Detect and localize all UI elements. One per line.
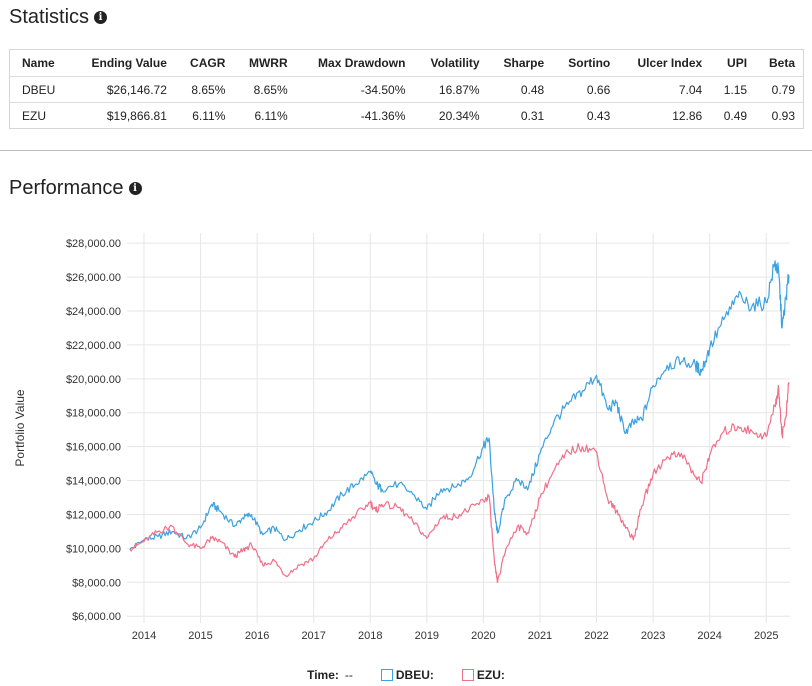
y-tick-label: $26,000.00 — [66, 272, 121, 284]
cell-sortino: 0.43 — [586, 108, 611, 123]
x-tick-label: 2017 — [301, 630, 325, 642]
y-tick-label: $18,000.00 — [66, 408, 121, 420]
legend-item-dbeu[interactable]: DBEU: — [380, 668, 434, 682]
column-header-sortino[interactable]: Sortino — [552, 50, 619, 77]
cell-name: EZU — [22, 108, 46, 123]
cell-upi: 0.49 — [723, 108, 748, 123]
x-tick-label: 2014 — [132, 630, 156, 642]
y-tick-label: $8,000.00 — [72, 577, 121, 589]
x-tick-label: 2015 — [188, 630, 212, 642]
y-tick-label: $6,000.00 — [72, 611, 121, 623]
column-header-ending-value[interactable]: Ending Value — [70, 50, 175, 77]
section-divider — [0, 150, 812, 151]
table-row: EZU $19,866.81 6.11% 6.11% -41.36% 20.34… — [10, 103, 803, 129]
x-tick-label: 2022 — [584, 630, 608, 642]
x-tick-label: 2025 — [754, 630, 778, 642]
y-axis-title: Portfolio Value — [13, 389, 27, 466]
x-tick-label: 2023 — [641, 630, 665, 642]
cell-ending-value: $26,146.72 — [70, 76, 175, 103]
cell-ending-value: $19,866.81 — [106, 108, 167, 123]
cell-upi: 1.15 — [710, 76, 756, 103]
y-tick-label: $20,000.00 — [66, 374, 121, 386]
column-header-beta[interactable]: Beta — [755, 50, 803, 77]
column-header-volatility[interactable]: Volatility — [413, 50, 488, 77]
column-header-ulcer-index[interactable]: Ulcer Index — [618, 50, 711, 77]
series-line-ezu — [129, 382, 790, 583]
performance-title-text: Performance — [9, 177, 124, 199]
cell-beta: 0.93 — [771, 108, 795, 123]
x-tick-label: 2018 — [358, 630, 382, 642]
statistics-title: Statistics i — [9, 6, 108, 29]
cell-max-drawdown: -41.36% — [360, 108, 406, 123]
cell-ulcer-index: 12.86 — [672, 108, 703, 123]
series-line-dbeu — [129, 260, 790, 551]
cell-volatility: 20.34% — [438, 108, 480, 123]
statistics-title-text: Statistics — [9, 6, 90, 28]
cell-cagr: 6.11% — [192, 108, 226, 123]
info-icon[interactable]: i — [94, 11, 108, 24]
legend-time-label: Time: — [307, 668, 339, 682]
x-tick-label: 2021 — [528, 630, 552, 642]
y-tick-label: $10,000.00 — [66, 543, 121, 555]
cell-sharpe: 0.31 — [520, 108, 545, 123]
y-tick-label: $12,000.00 — [66, 509, 121, 521]
statistics-table-container: Name Ending Value CAGR MWRR Max Drawdown… — [9, 49, 804, 129]
x-tick-label: 2019 — [415, 630, 439, 642]
y-tick-label: $28,000.00 — [66, 238, 121, 250]
cell-beta: 0.79 — [755, 76, 803, 103]
x-tick-label: 2016 — [245, 630, 269, 642]
column-header-cagr[interactable]: CAGR — [174, 50, 234, 77]
info-icon[interactable]: i — [128, 182, 142, 195]
legend-label-dbeu: DBEU: — [395, 668, 434, 682]
cell-cagr: 8.65% — [174, 76, 234, 103]
y-tick-label: $24,000.00 — [66, 306, 121, 318]
column-header-name[interactable]: Name — [10, 50, 71, 77]
y-tick-label: $14,000.00 — [66, 476, 121, 488]
legend-swatch-ezu — [461, 669, 474, 681]
table-header-row: Name Ending Value CAGR MWRR Max Drawdown… — [10, 50, 803, 77]
column-header-max-drawdown[interactable]: Max Drawdown — [295, 50, 414, 77]
statistics-table: Name Ending Value CAGR MWRR Max Drawdown… — [10, 50, 803, 128]
cell-ulcer-index: 7.04 — [618, 76, 711, 103]
performance-title: Performance i — [9, 177, 142, 200]
y-tick-label: $22,000.00 — [66, 340, 121, 352]
cell-sharpe: 0.48 — [487, 76, 553, 103]
cell-volatility: 16.87% — [413, 76, 488, 103]
chart-legend: Time: -- DBEU: EZU: — [0, 668, 812, 682]
legend-time-value: -- — [344, 668, 353, 682]
legend-label-ezu: EZU: — [476, 668, 505, 682]
cell-sortino: 0.66 — [552, 76, 619, 103]
table-row: DBEU $26,146.72 8.65% 8.65% -34.50% 16.8… — [10, 76, 803, 103]
legend-item-ezu[interactable]: EZU: — [461, 668, 505, 682]
performance-chart[interactable]: $6,000.00 $8,000.00 $10,000.00 $12,000.00 $1… — [0, 205, 812, 660]
cell-mwrr: 6.11% — [254, 108, 288, 123]
legend-time: Time: -- — [307, 668, 353, 682]
column-header-upi[interactable]: UPI — [710, 50, 756, 77]
x-tick-label: 2020 — [471, 630, 495, 642]
x-tick-label: 2024 — [697, 630, 721, 642]
column-header-mwrr[interactable]: MWRR — [233, 50, 296, 77]
column-header-sharpe[interactable]: Sharpe — [487, 50, 553, 77]
cell-mwrr: 8.65% — [233, 76, 296, 103]
legend-swatch-dbeu — [380, 669, 393, 681]
y-tick-label: $16,000.00 — [66, 442, 121, 454]
cell-name: DBEU — [10, 76, 71, 103]
cell-max-drawdown: -34.50% — [295, 76, 414, 103]
